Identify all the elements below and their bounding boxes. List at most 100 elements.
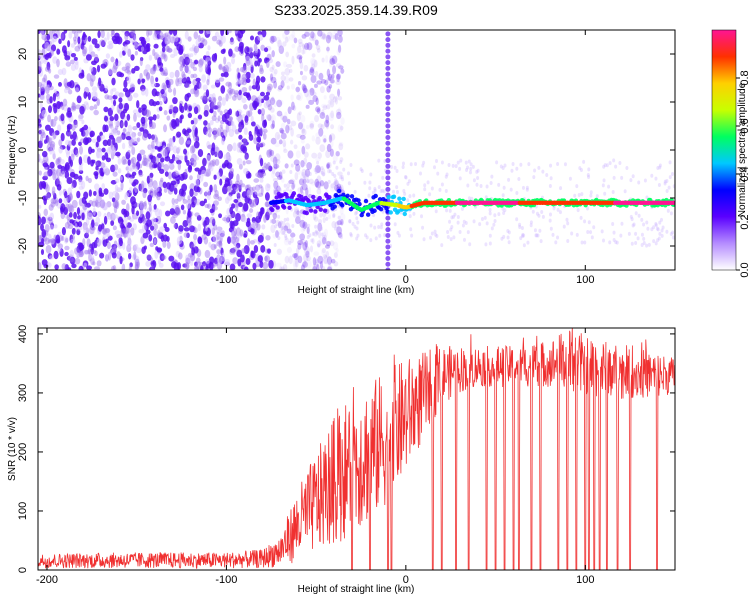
noise-point [136, 100, 140, 109]
noise-point [52, 35, 58, 43]
noise-point [94, 183, 100, 191]
noise-point [155, 52, 159, 58]
sparse-point [409, 227, 413, 232]
noise-point [321, 236, 327, 245]
noise-point [289, 34, 295, 41]
noise-point [286, 246, 293, 254]
noise-point [273, 164, 278, 170]
sparse-point [283, 227, 287, 232]
sparse-point [587, 167, 591, 172]
noise-point [271, 64, 275, 70]
noise-point [266, 184, 271, 189]
noise-point [103, 188, 109, 195]
noise-point [46, 192, 52, 199]
noise-point [222, 217, 228, 222]
noise-point [255, 260, 260, 266]
noise-point [168, 108, 173, 115]
noise-point [195, 261, 202, 270]
noise-point [200, 95, 206, 100]
noise-point [249, 51, 254, 59]
noise-point [309, 36, 315, 41]
noise-point [193, 88, 200, 98]
noise-point [132, 162, 137, 168]
noise-point [189, 241, 194, 249]
noise-point [82, 31, 86, 41]
noise-point [319, 31, 326, 40]
noise-point [40, 30, 45, 37]
sparse-point [315, 164, 319, 169]
noise-point [184, 102, 188, 111]
signal-band-point [313, 209, 318, 214]
noise-point [160, 177, 164, 183]
sparse-point [354, 211, 358, 216]
noise-point [204, 190, 211, 198]
noise-point [295, 247, 300, 255]
stripe-point [385, 238, 391, 244]
noise-point [43, 208, 49, 217]
noise-point [132, 223, 137, 231]
noise-point [264, 201, 269, 208]
noise-point [293, 37, 298, 44]
sparse-point [660, 233, 664, 238]
noise-point [246, 66, 252, 71]
sparse-point [396, 190, 400, 195]
sparse-point [612, 158, 616, 163]
noise-point [194, 178, 200, 187]
noise-point [315, 261, 319, 268]
noise-point [116, 71, 123, 77]
sparse-point [509, 187, 513, 192]
noise-point [95, 216, 101, 225]
noise-point [282, 115, 288, 123]
sparse-point [420, 214, 424, 219]
sparse-point [506, 229, 510, 234]
noise-point [134, 184, 138, 193]
noise-point [114, 125, 119, 130]
sparse-point [275, 233, 279, 238]
noise-point [59, 159, 65, 165]
noise-point [52, 102, 57, 108]
noise-point [246, 184, 251, 190]
noise-point [277, 39, 282, 48]
noise-point [213, 131, 217, 140]
sparse-point [316, 160, 320, 165]
noise-point [44, 41, 50, 51]
noise-point [111, 197, 116, 203]
noise-point [234, 111, 238, 117]
noise-point [145, 260, 151, 267]
noise-point [182, 198, 188, 204]
noise-point [321, 33, 327, 39]
sparse-point [449, 237, 453, 242]
noise-point [51, 186, 56, 195]
sparse-point [575, 184, 579, 189]
noise-point [113, 240, 118, 248]
noise-point [149, 67, 156, 75]
noise-point [78, 265, 84, 270]
noise-point [323, 181, 329, 190]
noise-point [87, 249, 91, 255]
noise-point [179, 55, 184, 63]
sparse-point [461, 223, 465, 228]
noise-point [210, 102, 215, 111]
noise-point [82, 128, 89, 138]
noise-point [181, 183, 188, 192]
signal-band-point [365, 212, 371, 217]
noise-point [160, 89, 165, 95]
noise-point [227, 81, 233, 90]
noise-point [174, 69, 180, 78]
noise-point [248, 134, 254, 141]
sparse-point [537, 213, 541, 218]
noise-point [169, 71, 175, 79]
noise-point [53, 74, 60, 79]
noise-point [109, 116, 115, 122]
noise-point [314, 165, 321, 174]
noise-point [285, 187, 290, 192]
noise-point [129, 217, 135, 222]
noise-point [91, 138, 97, 143]
noise-point [238, 89, 242, 96]
sparse-point [301, 172, 305, 177]
sparse-point [466, 165, 470, 170]
noise-point [213, 244, 217, 249]
noise-point [40, 94, 46, 101]
noise-point [56, 100, 61, 110]
noise-point [138, 169, 143, 176]
